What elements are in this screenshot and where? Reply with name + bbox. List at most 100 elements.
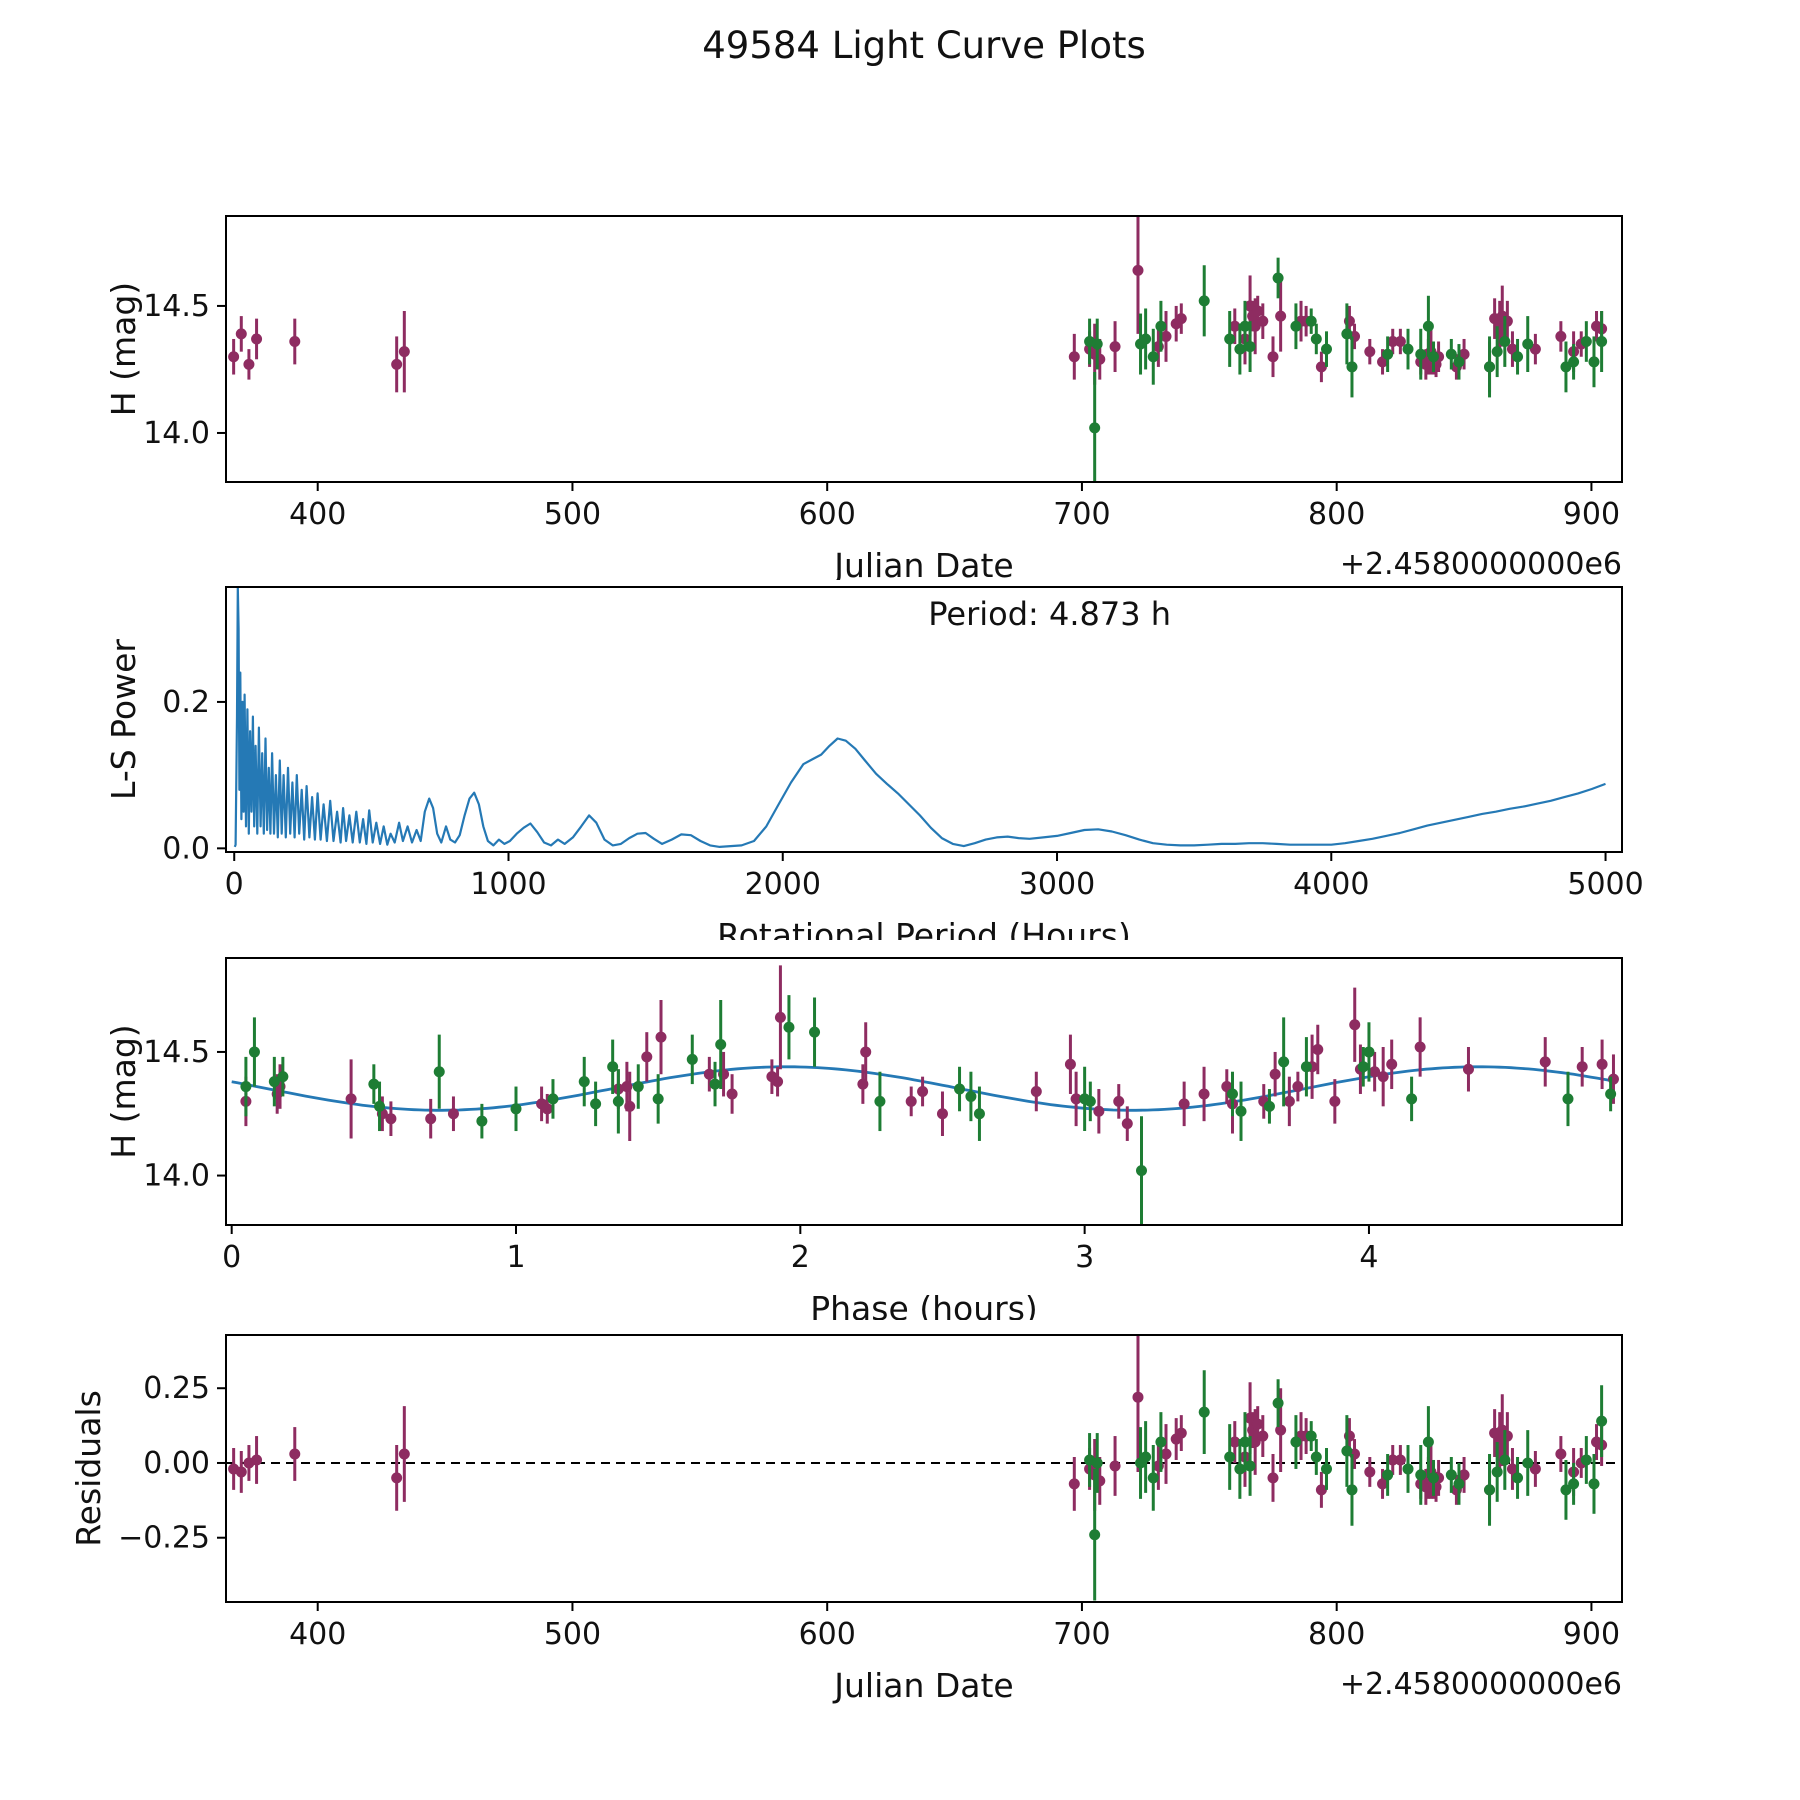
data-point [1178, 1098, 1190, 1110]
data-point [1068, 351, 1080, 363]
data-point [243, 358, 255, 370]
x-tick-label: 500 [544, 1617, 601, 1652]
data-point [1089, 422, 1101, 434]
data-point [1562, 1093, 1574, 1105]
data-point [652, 1093, 664, 1105]
data-point [1132, 264, 1144, 276]
data-point [1445, 348, 1457, 360]
x-axis-label: Phase (hours) [810, 1289, 1038, 1320]
data-point [1588, 356, 1600, 368]
data-point [476, 1115, 488, 1127]
data-point [1499, 1454, 1511, 1466]
data-point [1267, 351, 1279, 363]
data-point [1109, 341, 1121, 353]
data-point [1091, 1457, 1103, 1469]
data-point [624, 1100, 636, 1112]
data-point [1422, 320, 1434, 332]
residuals-residuals-set-1-series [228, 1335, 1608, 1520]
data-point [905, 1095, 917, 1107]
data-point [965, 1090, 977, 1102]
data-point [1394, 336, 1406, 348]
data-point [1382, 348, 1394, 360]
data-point [1315, 361, 1327, 373]
y-tick-label: 14.5 [143, 1035, 210, 1070]
data-point [1224, 333, 1236, 345]
data-point [1588, 1478, 1600, 1490]
data-point [1364, 346, 1376, 358]
data-point [1415, 1469, 1427, 1481]
data-point [1568, 356, 1580, 368]
data-point [1555, 1448, 1567, 1460]
data-point [1512, 351, 1524, 363]
axes-frame [225, 215, 1623, 483]
y-axis-label: L-S Power [104, 639, 143, 800]
data-point [1221, 1081, 1233, 1093]
periodogram-plot-area [233, 587, 1606, 848]
data-point [1267, 1472, 1279, 1484]
data-point [1155, 320, 1167, 332]
x-axis-offset-label: +2.4580000000e6 [1340, 547, 1622, 580]
data-point [1290, 1436, 1302, 1448]
data-point [1387, 1454, 1399, 1466]
data-point [1263, 1100, 1275, 1112]
y-axis-label: Residuals [69, 1390, 108, 1547]
data-point [391, 358, 403, 370]
data-point [1427, 351, 1439, 363]
data-point [228, 351, 240, 363]
data-point [715, 1039, 727, 1051]
data-point [433, 1066, 445, 1078]
data-point [391, 1472, 403, 1484]
x-tick-label: 600 [799, 497, 856, 532]
y-tick-label: −0.25 [118, 1521, 210, 1556]
data-point [954, 1083, 966, 1095]
data-point [1239, 320, 1251, 332]
axes-frame [225, 586, 1623, 853]
period-annotation: Period: 4.873 h [928, 595, 1171, 633]
y-axis-label: H (mag) [104, 1024, 143, 1158]
data-point [1580, 1454, 1592, 1466]
data-point [425, 1113, 437, 1125]
data-point [1136, 1165, 1148, 1177]
data-point [1234, 343, 1246, 355]
data-point [1605, 1088, 1617, 1100]
y-axis-label: H (mag) [104, 282, 143, 416]
data-point [1512, 1472, 1524, 1484]
data-point [1305, 1430, 1317, 1442]
data-point [1147, 1472, 1159, 1484]
axes-frame [225, 1334, 1623, 1603]
x-tick-label: 0 [225, 867, 244, 902]
residuals-residuals-set-2-series [1084, 1370, 1608, 1601]
data-point [541, 1103, 553, 1115]
data-point [1529, 1463, 1541, 1475]
data-point [1244, 341, 1256, 353]
data-point [1415, 348, 1427, 360]
data-point [1305, 315, 1317, 327]
data-point [1132, 1391, 1144, 1403]
data-point [368, 1078, 380, 1090]
data-point [1377, 1478, 1389, 1490]
data-point [1506, 1463, 1518, 1475]
axes-frame [225, 957, 1623, 1226]
data-point [1453, 356, 1465, 368]
data-point [1312, 1043, 1324, 1055]
x-tick-label: 700 [1053, 1617, 1110, 1652]
data-point [1310, 333, 1322, 345]
x-tick-label: 400 [289, 1617, 346, 1652]
data-point [1310, 1451, 1322, 1463]
data-point [1462, 1063, 1474, 1075]
y-tick-label: 14.0 [143, 1159, 210, 1194]
data-point [1320, 343, 1332, 355]
y-tick-label: 14.0 [143, 416, 210, 451]
data-point [936, 1108, 948, 1120]
data-point [874, 1095, 886, 1107]
x-axis-label: Rotational Period (Hours) [717, 916, 1131, 940]
data-point [1522, 1457, 1534, 1469]
data-point [1346, 1484, 1358, 1496]
data-point [1030, 1086, 1042, 1097]
x-tick-label: 1 [506, 1240, 525, 1275]
x-axis-label: Julian Date [832, 546, 1014, 580]
data-point [1522, 338, 1534, 350]
x-tick-label: 1000 [470, 867, 546, 902]
data-point [917, 1086, 929, 1097]
